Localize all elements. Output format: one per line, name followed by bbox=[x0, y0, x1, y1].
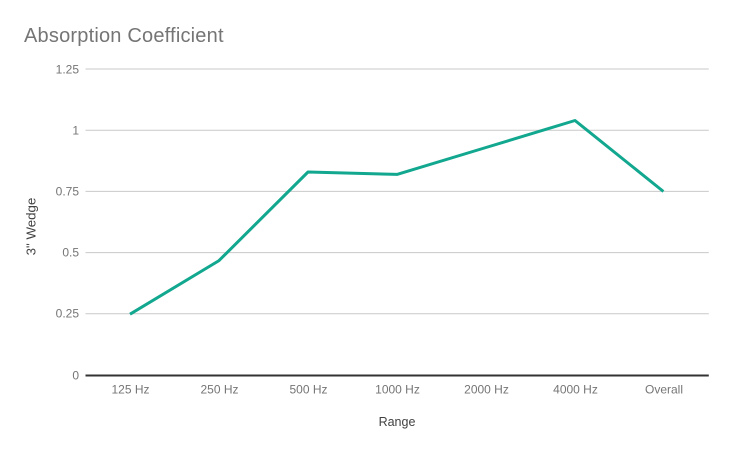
svg-text:Overall: Overall bbox=[645, 383, 683, 397]
svg-text:4000 Hz: 4000 Hz bbox=[553, 383, 598, 397]
svg-text:0.5: 0.5 bbox=[62, 246, 79, 260]
svg-text:500 Hz: 500 Hz bbox=[289, 383, 327, 397]
svg-text:0.75: 0.75 bbox=[56, 185, 80, 199]
svg-text:0.25: 0.25 bbox=[56, 307, 80, 321]
svg-text:2000 Hz: 2000 Hz bbox=[464, 383, 509, 397]
svg-text:1000 Hz: 1000 Hz bbox=[375, 383, 420, 397]
svg-text:1: 1 bbox=[72, 124, 79, 138]
svg-text:Absorption Coefficient: Absorption Coefficient bbox=[24, 25, 224, 47]
svg-text:0: 0 bbox=[72, 369, 79, 383]
svg-text:250 Hz: 250 Hz bbox=[200, 383, 238, 397]
svg-text:Range: Range bbox=[379, 415, 416, 429]
svg-text:3" Wedge: 3" Wedge bbox=[24, 198, 39, 256]
svg-text:125 Hz: 125 Hz bbox=[111, 383, 149, 397]
svg-text:1.25: 1.25 bbox=[56, 63, 80, 77]
